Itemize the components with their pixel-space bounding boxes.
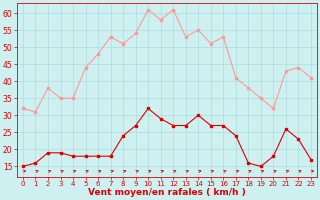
X-axis label: Vent moyen/en rafales ( km/h ): Vent moyen/en rafales ( km/h ) bbox=[88, 188, 246, 197]
